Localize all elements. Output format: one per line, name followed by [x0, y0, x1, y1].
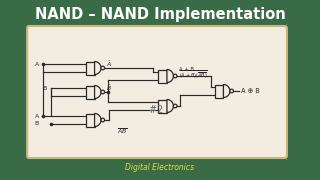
Polygon shape	[86, 86, 95, 98]
Polygon shape	[214, 84, 223, 98]
Circle shape	[101, 90, 105, 94]
Text: B: B	[43, 86, 47, 91]
Text: $\#2$: $\#2$	[148, 103, 164, 115]
Text: $\bar{B}$: $\bar{B}$	[106, 83, 112, 93]
Polygon shape	[158, 69, 167, 82]
Polygon shape	[95, 62, 101, 75]
Text: B: B	[35, 121, 39, 126]
Circle shape	[101, 66, 105, 70]
Text: A + B: A + B	[179, 66, 194, 71]
Circle shape	[173, 74, 177, 78]
Polygon shape	[86, 114, 95, 127]
Circle shape	[173, 104, 177, 108]
Text: A: A	[35, 114, 39, 119]
Text: Digital Electronics: Digital Electronics	[125, 163, 195, 172]
Polygon shape	[86, 62, 95, 75]
Text: $\bar{A}$: $\bar{A}$	[106, 59, 112, 69]
Text: A: A	[35, 62, 39, 67]
Circle shape	[230, 89, 234, 93]
Polygon shape	[223, 84, 230, 98]
Text: A ⊕ B: A ⊕ B	[241, 88, 260, 94]
Polygon shape	[167, 100, 173, 112]
FancyBboxPatch shape	[27, 26, 287, 158]
Polygon shape	[95, 114, 101, 127]
Circle shape	[101, 118, 105, 122]
Polygon shape	[158, 100, 167, 112]
Text: NAND – NAND Implementation: NAND – NAND Implementation	[35, 6, 285, 21]
Polygon shape	[95, 86, 101, 98]
Text: $\overline{(A+B)(\overline{AB})}$: $\overline{(A+B)(\overline{AB})}$	[179, 69, 208, 81]
Text: $\overline{AB}$: $\overline{AB}$	[117, 126, 128, 136]
Polygon shape	[167, 69, 173, 82]
